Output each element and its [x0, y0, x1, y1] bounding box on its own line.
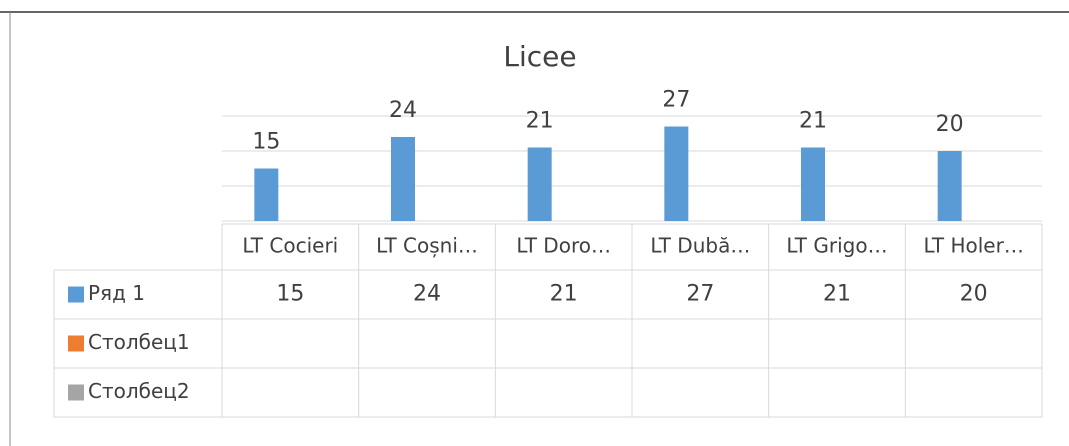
x-tick-label: LT Dubă… — [650, 234, 750, 258]
bar — [664, 126, 689, 221]
x-tick-label: LT Holer… — [924, 234, 1024, 258]
bar — [937, 151, 962, 221]
data-label: 20 — [936, 112, 964, 137]
bar — [801, 147, 825, 221]
x-tick-label: LT Coșni… — [376, 234, 478, 258]
legend-swatch — [68, 335, 84, 352]
table-value: 15 — [276, 282, 304, 307]
data-label: 21 — [799, 109, 827, 134]
legend-swatch — [68, 286, 84, 303]
chart-title: Licee — [503, 40, 576, 73]
table-value: 21 — [823, 282, 851, 307]
table-value: 21 — [550, 282, 578, 307]
data-label: 24 — [389, 98, 417, 123]
x-tick-label: LT Cocieri — [242, 234, 338, 258]
x-tick-label: LT Doro… — [516, 234, 611, 258]
legend-label: Столбец1 — [88, 330, 190, 354]
data-label: 15 — [252, 130, 280, 155]
legend-swatch — [68, 384, 84, 401]
table-value: 27 — [686, 282, 714, 307]
x-tick-label: LT Grigo… — [786, 234, 887, 258]
legend-label: Ряд 1 — [88, 281, 145, 305]
legend-label: Столбец2 — [88, 379, 190, 403]
bar — [254, 168, 279, 221]
data-label: 27 — [662, 88, 690, 113]
table-value: 20 — [960, 282, 988, 307]
data-label: 21 — [526, 109, 554, 134]
bar — [527, 147, 552, 221]
bar — [391, 137, 415, 221]
table-value: 24 — [413, 282, 441, 307]
